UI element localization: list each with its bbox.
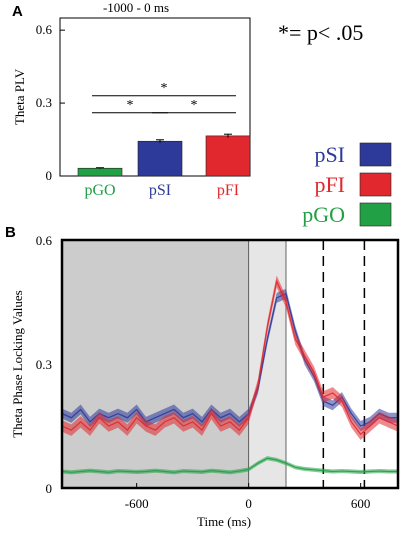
bar-pGO bbox=[77, 167, 123, 177]
line-x-axis-label: Time (ms) bbox=[197, 514, 251, 529]
line-x-tick-label: 0 bbox=[245, 496, 252, 511]
legend-label-pFI: pFI bbox=[314, 172, 345, 197]
line-chart: 0 0.3 0.6 -600 0 600 Time (ms) Theta Phase Lock… bbox=[10, 233, 400, 529]
panel-b-letter: B bbox=[5, 224, 16, 241]
significance-star: * bbox=[191, 98, 198, 113]
line-y-axis-label: Theta Phase Locking Values bbox=[10, 290, 25, 437]
line-x-tick-label: 600 bbox=[351, 496, 371, 511]
legend-swatch-pGO bbox=[359, 202, 392, 227]
category-label-pFI: pFI bbox=[217, 182, 239, 199]
y-tick-label: 0.3 bbox=[36, 95, 52, 110]
line-y-tick-label: 0.3 bbox=[36, 357, 52, 372]
line-x-tick-label: -600 bbox=[125, 496, 149, 511]
legend: pSI pFI pGO bbox=[302, 142, 392, 227]
line-y-tick-label: 0 bbox=[46, 481, 53, 496]
y-tick-label: 0 bbox=[46, 168, 53, 183]
shaded-region bbox=[248, 240, 286, 488]
legend-swatch-pFI bbox=[359, 172, 392, 197]
line-y-tick-label: 0.6 bbox=[36, 233, 53, 248]
panel-a-letter: A bbox=[12, 3, 23, 20]
line-pFI bbox=[61, 279, 399, 436]
legend-label-pSI: pSI bbox=[314, 142, 345, 167]
significance-star: * bbox=[127, 98, 134, 113]
panel-a-window-title: -1000 - 0 ms bbox=[103, 0, 169, 15]
y-tick-label: 0.6 bbox=[36, 22, 53, 37]
bar-pSI bbox=[137, 140, 183, 177]
bar-y-axis-label: Theta PLV bbox=[12, 68, 27, 125]
category-label-pGO: pGO bbox=[84, 182, 115, 199]
line-plot-frame bbox=[60, 238, 400, 490]
category-label-pSI: pSI bbox=[149, 182, 171, 199]
legend-swatch-pSI bbox=[359, 142, 392, 167]
bar-pFI bbox=[205, 135, 251, 177]
significance-note: *= p< .05 bbox=[278, 20, 363, 45]
bar-chart: 0 0.3 0.6 Theta PLV pGO pSI pFI * * * bbox=[12, 17, 251, 199]
shaded-region bbox=[62, 240, 249, 488]
significance-star: * bbox=[161, 81, 168, 96]
legend-label-pGO: pGO bbox=[302, 202, 345, 227]
line-pGO bbox=[61, 457, 398, 473]
